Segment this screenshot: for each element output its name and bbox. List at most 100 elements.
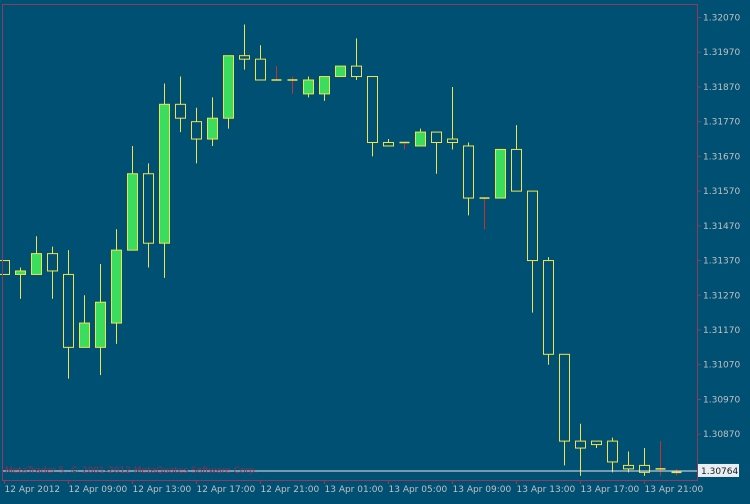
- candle: [671, 468, 682, 476]
- watermark-text: MetaTrader 5, © 2001-2012 MetaQuotes Sof…: [5, 466, 258, 476]
- y-tick-label: 1.30970: [703, 395, 740, 405]
- candle: [447, 86, 458, 150]
- y-tick-label: 1.31770: [703, 118, 740, 128]
- candle: [607, 437, 618, 473]
- candle: [287, 76, 298, 94]
- candle-body: [527, 190, 538, 262]
- x-tick-label: 12 Apr 21:00: [261, 485, 320, 495]
- x-axis: 12 Apr 2012 12 Apr 09:00 12 Apr 13:00 12 Ap…: [4, 480, 704, 495]
- candle-body: [335, 65, 346, 78]
- candle: [383, 139, 394, 147]
- candles-layer: [0, 24, 682, 476]
- candle: [335, 65, 346, 78]
- y-tick-label: 1.30870: [703, 430, 740, 440]
- candle: [495, 148, 506, 199]
- candle-body: [95, 301, 106, 348]
- candle: [527, 190, 538, 313]
- candle-body: [607, 440, 618, 463]
- candle: [47, 246, 58, 299]
- candle-body: [447, 138, 458, 143]
- candle: [543, 257, 554, 365]
- candle-body: [255, 58, 266, 81]
- x-tick-label: 12 Apr 2012: [5, 485, 61, 495]
- candle: [431, 131, 442, 174]
- candle: [191, 107, 202, 164]
- candle-body: [511, 148, 522, 192]
- candle-body: [415, 131, 426, 147]
- candle: [255, 45, 266, 81]
- candle: [127, 145, 138, 251]
- candle: [623, 451, 634, 473]
- candle-body: [191, 121, 202, 140]
- candle: [159, 83, 170, 278]
- x-tick-label: 13 Apr 21:00: [645, 485, 704, 495]
- candle: [351, 38, 362, 80]
- candle: [415, 128, 426, 147]
- candle-body: [143, 173, 154, 244]
- candle-body: [495, 148, 506, 199]
- y-tick-label: 1.32070: [703, 14, 740, 24]
- candle-body: [127, 173, 138, 251]
- candle-body: [47, 253, 58, 272]
- candle: [239, 24, 250, 70]
- candle-body: [639, 464, 650, 473]
- x-tick-label: 13 Apr 09:00: [453, 485, 512, 495]
- candle: [0, 260, 10, 275]
- y-tick-label: 1.31170: [703, 326, 740, 336]
- candle: [207, 97, 218, 146]
- candle: [399, 141, 410, 150]
- y-tick-label: 1.31970: [703, 48, 740, 58]
- candle-body: [367, 76, 378, 143]
- x-tick-label: 13 Apr 13:00: [517, 485, 576, 495]
- current-price-label: 1.30764: [701, 467, 738, 477]
- candle-body: [207, 117, 218, 140]
- y-tick-label: 1.31070: [703, 361, 740, 371]
- candle: [175, 76, 186, 133]
- candle: [79, 295, 90, 348]
- candle: [463, 142, 474, 216]
- candle: [95, 264, 106, 376]
- candle: [111, 229, 122, 344]
- candle: [367, 76, 378, 157]
- x-tick-label: 12 Apr 17:00: [197, 485, 256, 495]
- candle: [143, 163, 154, 268]
- x-tick-label: 13 Apr 17:00: [581, 485, 640, 495]
- candle: [655, 441, 666, 476]
- candle-body: [351, 65, 362, 78]
- y-tick-label: 1.31470: [703, 222, 740, 232]
- candle-body: [15, 270, 26, 275]
- candle: [575, 423, 586, 476]
- plot-frame: [2, 4, 698, 481]
- candle-body: [383, 142, 394, 147]
- candle-body: [111, 249, 122, 324]
- candle-body: [0, 260, 10, 275]
- candle-body: [591, 440, 602, 446]
- candle-body: [159, 103, 170, 244]
- candle: [591, 440, 602, 449]
- x-tick-label: 12 Apr 13:00: [133, 485, 192, 495]
- candle: [559, 353, 570, 466]
- candle: [303, 76, 314, 98]
- current-price-tag-box: [698, 463, 739, 477]
- candle-body: [559, 353, 570, 442]
- candle: [31, 236, 42, 275]
- y-tick-label: 1.31270: [703, 291, 740, 301]
- candle-body: [223, 55, 234, 119]
- candle-body: [319, 76, 330, 95]
- candle: [319, 76, 330, 101]
- y-axis: 1.32070 1.31970 1.31870 1.31770 1.31670 1.315…: [697, 14, 740, 440]
- candle-body: [31, 253, 42, 275]
- candle: [511, 125, 522, 192]
- candle-body: [543, 260, 554, 355]
- candle: [223, 55, 234, 129]
- candle: [15, 267, 26, 299]
- x-tick-label: 12 Apr 09:00: [69, 485, 128, 495]
- candle-body: [431, 131, 442, 143]
- candle-body: [63, 273, 74, 348]
- y-tick-label: 1.31370: [703, 257, 740, 267]
- candle-body: [303, 79, 314, 95]
- candle-body: [463, 145, 474, 199]
- candle-body: [623, 464, 634, 470]
